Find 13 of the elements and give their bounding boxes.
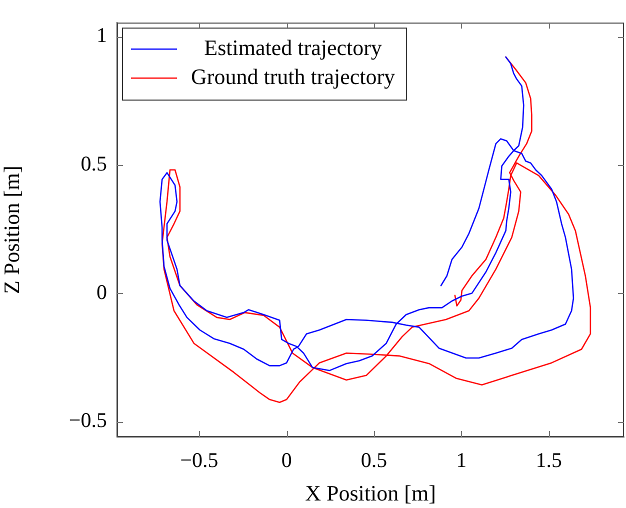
x-tick-label: 1 bbox=[456, 448, 467, 472]
y-tick-label: 0.5 bbox=[80, 152, 107, 176]
x-tick-label: −0.5 bbox=[180, 448, 218, 472]
x-tick-label: 1.5 bbox=[536, 448, 562, 472]
x-tick-label: 0 bbox=[281, 448, 292, 472]
y-tick-label: 0 bbox=[96, 280, 107, 304]
legend-label: Ground truth trajectory bbox=[190, 64, 396, 89]
y-tick-label: 1 bbox=[96, 23, 107, 48]
y-axis-title: Z Position [m] bbox=[0, 166, 24, 294]
x-tick-label: 0.5 bbox=[360, 448, 388, 472]
x-axis-title: X Position [m] bbox=[305, 480, 436, 506]
legend-label: Estimated trajectory bbox=[204, 34, 382, 60]
y-tick-label: −0.5 bbox=[68, 408, 107, 432]
